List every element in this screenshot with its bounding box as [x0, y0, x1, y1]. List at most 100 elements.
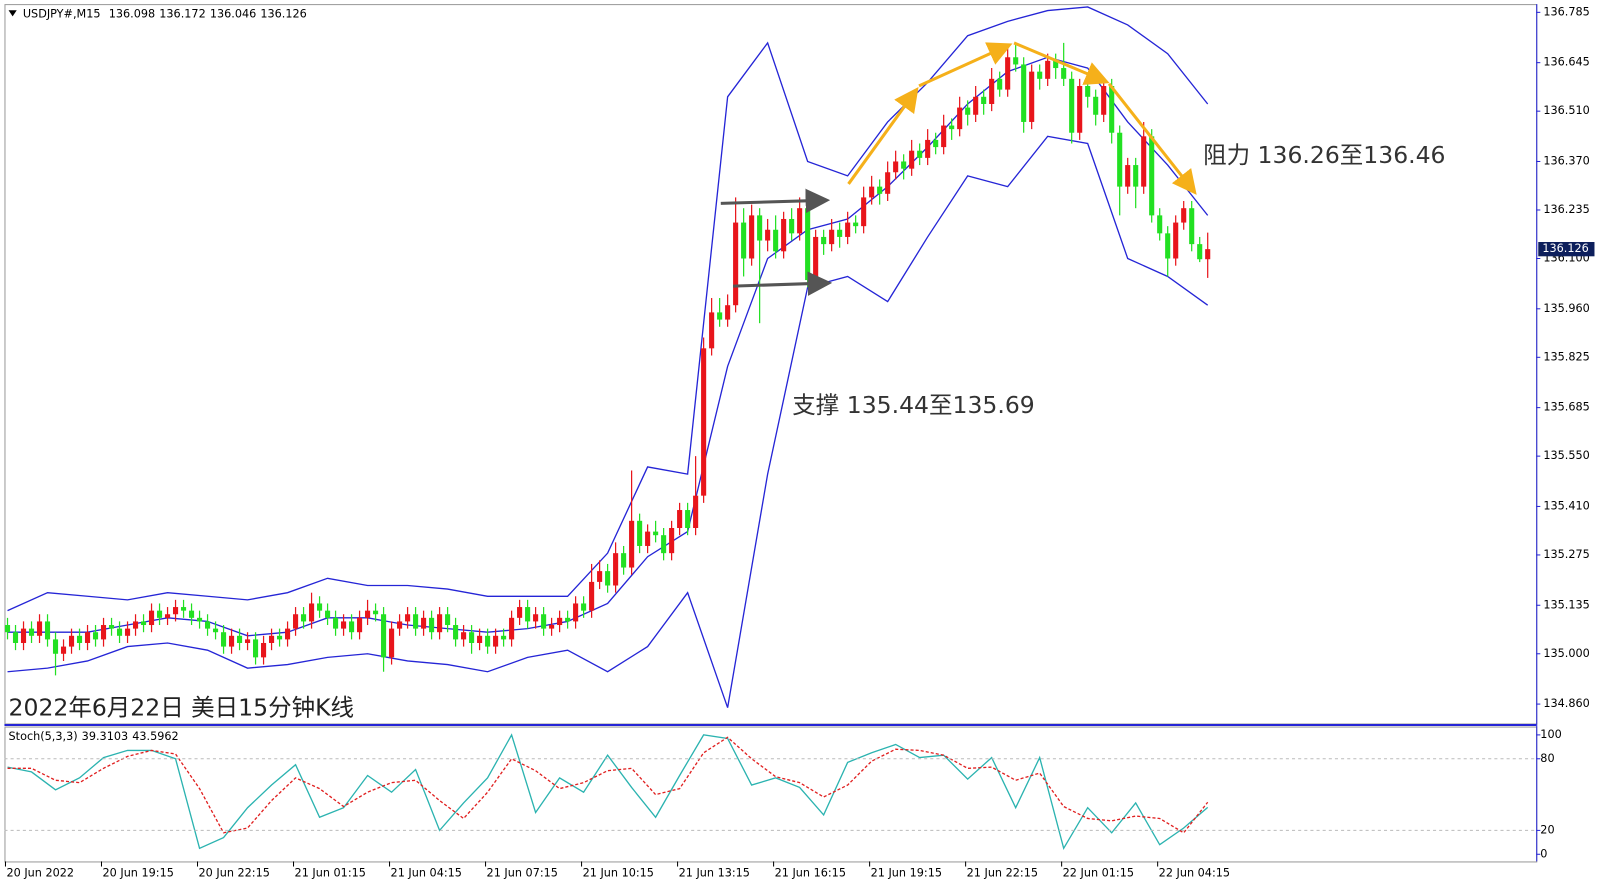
- candle-body: [116, 628, 123, 636]
- x-tick-label: 21 Jun 16:15: [775, 867, 846, 880]
- candle-body: [501, 635, 507, 640]
- candle-body: [172, 607, 179, 615]
- candle-body: [509, 617, 515, 640]
- x-tick-label: 21 Jun 13:15: [679, 867, 750, 880]
- bollinger-lower: [7, 135, 1209, 708]
- candle-body: [1061, 68, 1067, 79]
- candle-body: [84, 632, 91, 643]
- x-tick-label: 20 Jun 2022: [7, 867, 75, 880]
- candle-body: [277, 635, 283, 640]
- candle-body: [341, 621, 347, 629]
- candle-body: [68, 635, 75, 647]
- candle-body: [253, 639, 259, 658]
- candle-body: [637, 520, 643, 546]
- stoch-line: [7, 733, 1209, 851]
- candle-body: [541, 614, 547, 629]
- candle-body: [805, 208, 811, 281]
- candle-body: [1157, 215, 1163, 234]
- candle-body: [493, 635, 499, 647]
- candle-body: [717, 312, 723, 320]
- candle-body: [893, 161, 899, 173]
- candle-body: [701, 348, 707, 496]
- main-pane: [4, 4, 1538, 725]
- low-value: 136.046: [210, 7, 256, 20]
- y-tick-label: 100: [1540, 728, 1561, 741]
- candle-body: [60, 646, 67, 654]
- candle-body: [997, 78, 1003, 90]
- stoch-plot: [7, 733, 1209, 851]
- annotation: 2022年6月22日 美日15分钟K线: [9, 694, 354, 722]
- candle-body: [357, 617, 363, 633]
- candle-body: [373, 610, 379, 615]
- candle-body: [933, 139, 939, 148]
- candle-body: [1045, 60, 1051, 79]
- symbol: USDJPY#,M15: [23, 7, 101, 20]
- stoch-signal-value: 43.5962: [132, 730, 178, 743]
- x-tick-label: 22 Jun 01:15: [1063, 867, 1134, 880]
- candle-body: [1173, 222, 1179, 259]
- candle-body: [661, 535, 667, 554]
- candle-body: [333, 617, 339, 629]
- candle-body: [629, 520, 635, 568]
- candle-body: [797, 208, 803, 234]
- y-tick-label: 135.960: [1543, 302, 1589, 315]
- candle-body: [108, 625, 115, 629]
- candle-body: [237, 635, 243, 643]
- candle-body: [180, 607, 187, 611]
- candle-body: [1069, 78, 1075, 133]
- candle-body: [925, 139, 931, 158]
- candle-body: [565, 617, 571, 622]
- candle-body: [597, 571, 603, 582]
- candle-body: [677, 510, 683, 529]
- candle-body: [285, 628, 291, 640]
- candle-body: [573, 603, 579, 622]
- chart-header: USDJPY#,M15 136.098 136.172 136.046 136.126: [23, 7, 307, 20]
- candle-body: [405, 614, 411, 622]
- candle-body: [533, 614, 539, 622]
- menu-triangle: [8, 10, 17, 17]
- candle-body: [301, 614, 307, 622]
- candle-body: [469, 632, 475, 643]
- candle-body: [853, 222, 859, 227]
- arrow: [918, 42, 1013, 88]
- candle-body: [132, 621, 139, 629]
- candle-body: [989, 78, 995, 104]
- candle-body: [789, 218, 795, 234]
- candle-body: [261, 642, 267, 658]
- annotation-arrows: [720, 41, 1197, 296]
- candle-body: [653, 531, 659, 536]
- candle-body: [44, 621, 51, 640]
- candle-body: [229, 635, 235, 647]
- candle-body: [164, 614, 171, 618]
- candle-body: [709, 312, 715, 349]
- candle-body: [389, 628, 395, 658]
- candle-body: [245, 639, 251, 643]
- candle-body: [1149, 136, 1155, 216]
- candle-body: [941, 125, 947, 148]
- candle-body: [549, 625, 555, 629]
- candle-body: [749, 215, 755, 259]
- candle-body: [100, 625, 107, 640]
- candle-body: [140, 621, 147, 626]
- candle-body: [76, 635, 83, 643]
- y-tick-label: 136.370: [1543, 154, 1589, 167]
- candle-body: [221, 632, 227, 647]
- candle-body: [52, 639, 59, 654]
- candle-body: [837, 229, 843, 237]
- candle-body: [525, 607, 531, 622]
- y-tick-label: 135.825: [1543, 350, 1589, 363]
- candle-body: [605, 571, 611, 586]
- y-tick-label: 20: [1540, 823, 1554, 836]
- candle-body: [557, 617, 563, 626]
- x-tick-label: 22 Jun 04:15: [1159, 867, 1230, 880]
- y-tick-label: 136.510: [1543, 104, 1589, 117]
- candle-body: [1093, 96, 1099, 115]
- candle-body: [437, 614, 443, 633]
- candle-body: [445, 614, 451, 626]
- arrow: [732, 271, 833, 296]
- candle-body: [973, 96, 979, 115]
- annotation: 阻力 136.26至136.46: [1203, 141, 1445, 169]
- candle-body: [949, 125, 955, 130]
